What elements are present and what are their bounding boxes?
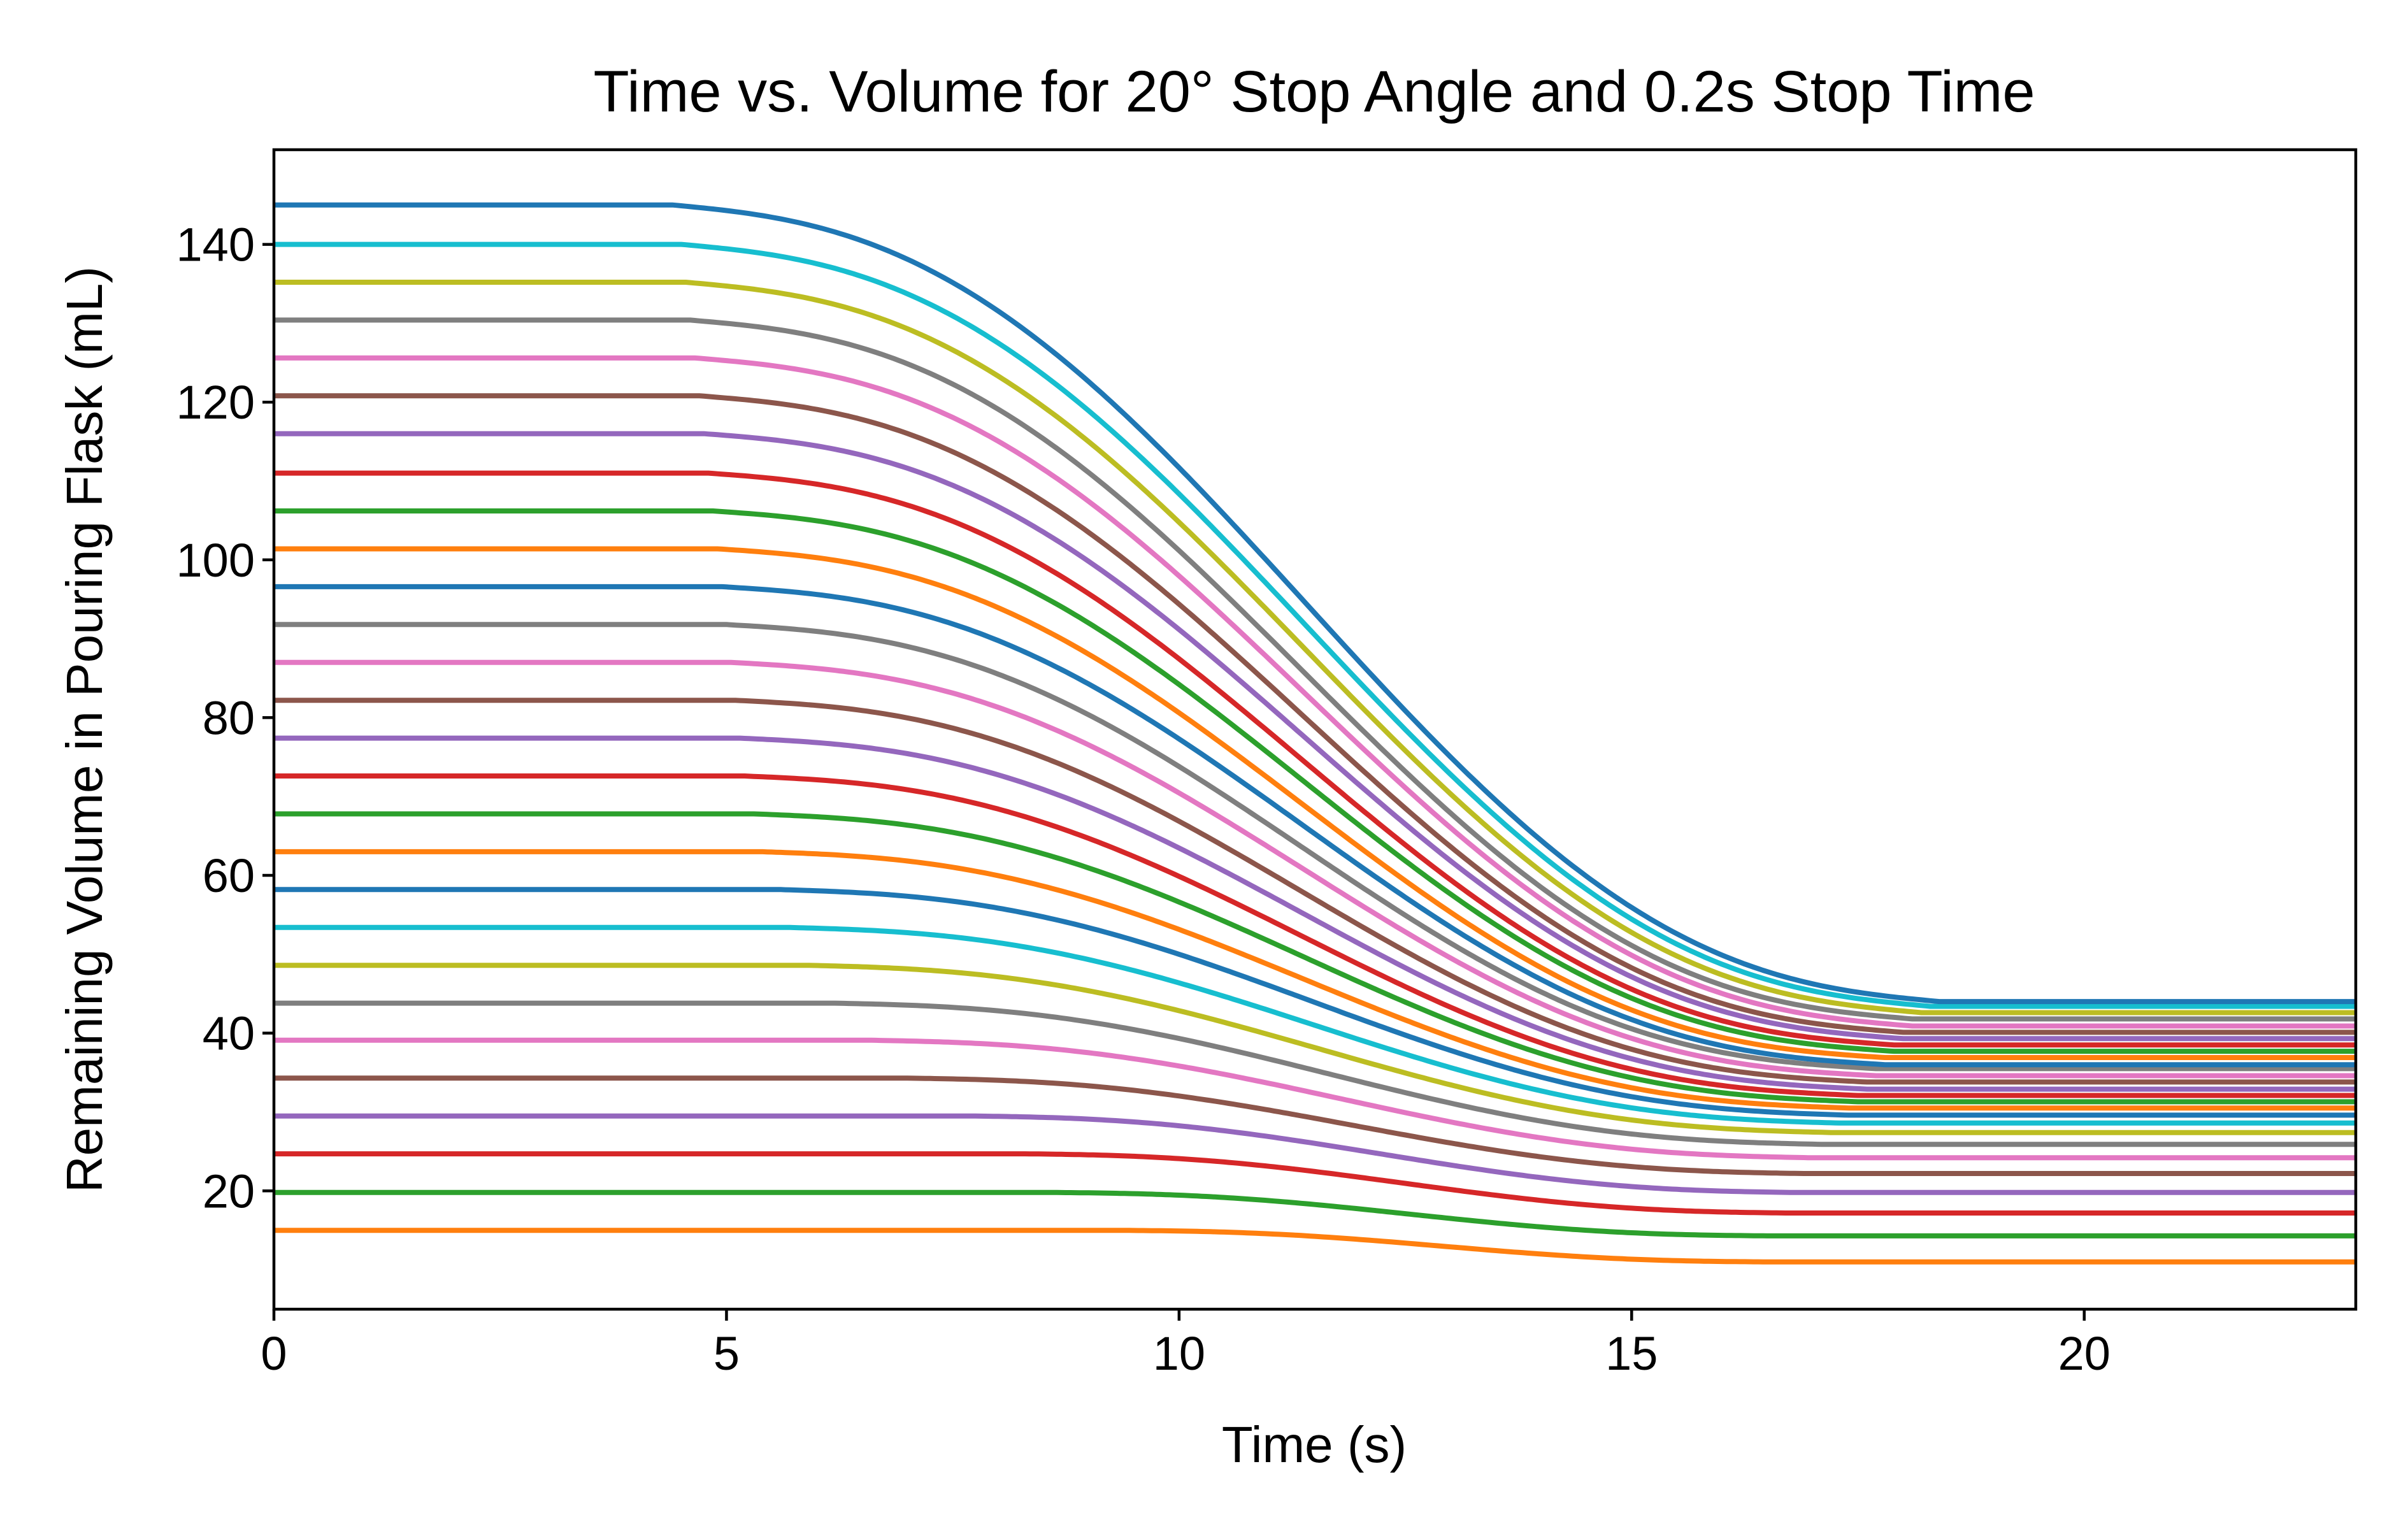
series-line-5 <box>274 1075 2356 1176</box>
chart-title: Time vs. Volume for 20° Stop Angle and 0… <box>593 59 2035 124</box>
series-line-12 <box>274 811 2356 1105</box>
x-axis: 0 5 10 15 20 <box>261 1309 2111 1380</box>
series-line-11 <box>274 849 2356 1111</box>
x-tick-label: 15 <box>1605 1327 1658 1380</box>
series-line-9 <box>274 924 2356 1126</box>
series-line-28 <box>274 202 2356 1005</box>
series-line-1 <box>274 1228 2356 1265</box>
y-axis-label: Remaining Volume in Pouring Flask (mL) <box>56 266 113 1193</box>
y-tick-label: 40 <box>203 1007 255 1060</box>
y-tick-label: 80 <box>203 691 255 744</box>
series-line-18 <box>274 584 2356 1068</box>
series-line-3 <box>274 1151 2356 1216</box>
series-line-26 <box>274 280 2356 1016</box>
series-line-17 <box>274 622 2356 1072</box>
series-line-16 <box>274 659 2356 1079</box>
series-line-25 <box>274 317 2356 1022</box>
series-line-23 <box>274 393 2356 1035</box>
y-tick-label: 100 <box>176 534 255 587</box>
y-tick-label: 140 <box>176 219 255 271</box>
y-tick-label: 120 <box>176 376 255 429</box>
series-line-4 <box>274 1113 2356 1195</box>
series-line-24 <box>274 355 2356 1029</box>
x-tick-label: 0 <box>261 1327 287 1380</box>
series-layer <box>274 202 2356 1265</box>
series-line-10 <box>274 887 2356 1118</box>
x-tick-label: 5 <box>713 1327 740 1380</box>
series-line-7 <box>274 1000 2356 1147</box>
plot-frame <box>272 148 2358 1311</box>
series-line-13 <box>274 773 2356 1098</box>
y-axis: 20 40 60 80 100 120 140 <box>176 219 274 1217</box>
x-tick-label: 20 <box>2058 1327 2111 1380</box>
series-line-27 <box>274 241 2356 1009</box>
x-tick-label: 10 <box>1153 1327 1205 1380</box>
x-axis-label: Time (s) <box>1222 1416 1407 1473</box>
series-line-22 <box>274 431 2356 1042</box>
series-line-2 <box>274 1189 2356 1238</box>
series-line-15 <box>274 698 2356 1085</box>
series-line-21 <box>274 470 2356 1048</box>
series-line-19 <box>274 546 2356 1060</box>
series-line-8 <box>274 963 2356 1135</box>
series-line-6 <box>274 1037 2356 1161</box>
y-tick-label: 60 <box>203 849 255 902</box>
y-tick-label: 20 <box>203 1165 255 1217</box>
series-line-20 <box>274 508 2356 1054</box>
series-line-14 <box>274 735 2356 1092</box>
